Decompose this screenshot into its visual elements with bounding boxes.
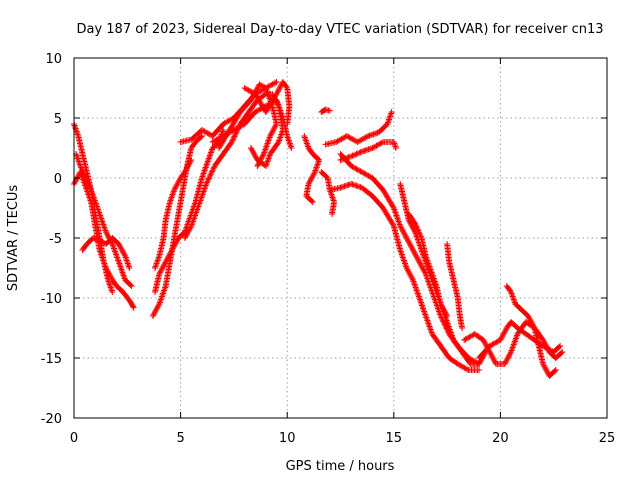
chart-title: Day 187 of 2023, Sidereal Day-to-day VTE…	[76, 22, 603, 37]
series-markers	[322, 109, 395, 148]
y-axis-label: SDTVAR / TECUs	[6, 185, 21, 292]
series-markers	[73, 151, 135, 289]
tick-layer: 0 5 10 15 20 25 -20 -15 -10 -5 0 5 10	[41, 52, 616, 446]
series-markers	[152, 157, 195, 271]
series-sat-m	[301, 133, 323, 205]
y-tick-label: -20	[41, 412, 62, 427]
x-tick-label: 5	[176, 431, 184, 446]
series-sat-y	[503, 283, 559, 379]
x-tick-label: 0	[70, 431, 78, 446]
series-markers	[79, 235, 133, 271]
grid-layer	[74, 58, 607, 418]
y-tick-label: -15	[41, 352, 62, 367]
series-sat-r	[326, 181, 483, 373]
series-sat-v	[444, 241, 466, 331]
series-sat-o	[318, 106, 333, 115]
y-tick-label: 10	[45, 52, 62, 67]
series-markers	[337, 139, 399, 163]
series-sat-l	[241, 79, 293, 127]
series-sat-p	[322, 109, 395, 148]
series-markers	[152, 127, 227, 295]
x-tick-label: 20	[492, 431, 509, 446]
y-tick-label: 0	[54, 172, 62, 187]
series-markers	[241, 79, 293, 127]
series-sat-c	[73, 151, 135, 289]
series-markers	[503, 283, 559, 379]
x-tick-label: 15	[386, 431, 403, 446]
series-sat-g	[152, 127, 227, 295]
x-axis-label: GPS time / hours	[286, 459, 395, 474]
y-tick-label: 5	[54, 112, 62, 127]
y-tick-label: -5	[49, 232, 62, 247]
series-layer	[71, 79, 566, 379]
series-markers	[444, 241, 466, 331]
series-sat-d	[79, 235, 133, 271]
series-markers	[326, 181, 483, 373]
y-tick-label: -10	[41, 292, 62, 307]
series-markers	[318, 106, 333, 115]
series-markers	[405, 211, 451, 319]
series-markers	[301, 133, 323, 205]
series-sat-f	[152, 157, 195, 271]
series-sat-u	[405, 211, 451, 319]
x-tick-label: 10	[279, 431, 296, 446]
series-sat-s	[337, 139, 399, 163]
x-tick-label: 25	[599, 431, 616, 446]
